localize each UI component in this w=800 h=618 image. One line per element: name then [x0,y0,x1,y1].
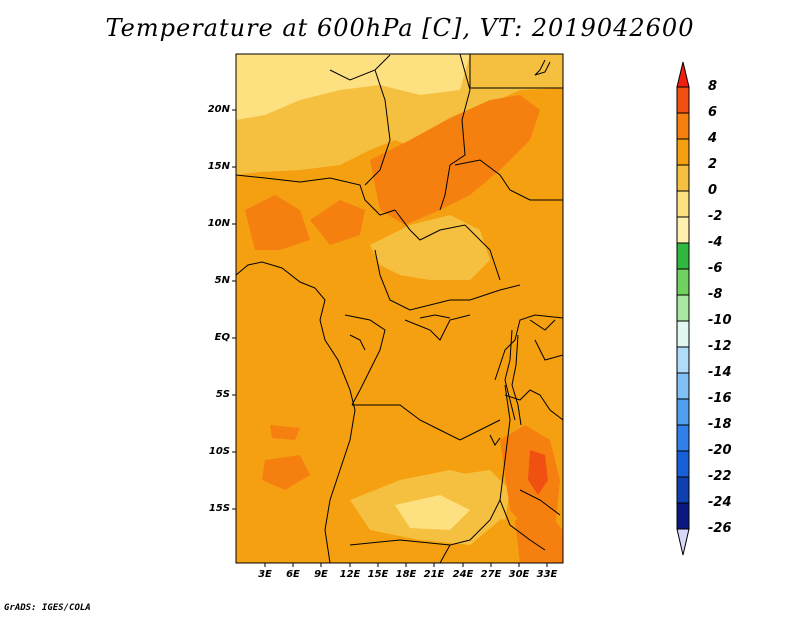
y-tick-label: 10S [208,446,230,457]
y-tick-label: 10N [207,218,230,229]
x-tick-label: 15E [367,569,389,580]
colorbar-label: 4 [708,131,718,146]
colorbar-label: -16 [708,391,732,406]
colorbar-segment [676,320,690,348]
y-tick-label: EQ [214,332,230,343]
x-tick-label: 30E [508,569,530,580]
colorbar-label: 6 [708,105,718,120]
colorbar-segment [676,242,690,270]
colorbar-segment [676,86,690,114]
y-tick-marks [232,109,236,510]
x-tick-marks [264,563,548,567]
field-4-to-6-patch-b [270,425,300,440]
colorbar-label: -24 [708,495,732,510]
colorbar-segment [676,112,690,140]
colorbar-segment [676,372,690,400]
x-tick-label: 33E [536,569,558,580]
colorbar-segment [676,398,690,426]
chart-title: Temperature at 600hPa [C], VT: 201904260… [105,14,695,42]
colorbar-label: -6 [708,261,723,276]
x-tick-label: 12E [339,569,361,580]
colorbar-bottom-arrow [676,528,690,556]
field-neg2-to-0-nw [240,70,330,100]
x-tick-label: 24E [452,569,474,580]
colorbar-segment [676,502,690,530]
field-4-to-6-westafrica [245,195,310,250]
colorbar-label: 0 [708,183,718,198]
map-frame [235,53,564,564]
colorbar-label: -26 [708,521,732,536]
colorbar-segment [676,190,690,218]
field-4-to-6-nigeria [310,200,365,245]
colorbar-label: -2 [708,209,723,224]
colorbar-label: -18 [708,417,732,432]
colorbar-label: -20 [708,443,732,458]
y-tick-label: 15N [207,161,230,172]
x-tick-label: 27E [480,569,502,580]
x-tick-label: 21E [423,569,445,580]
x-tick-label: 9E [314,569,328,580]
colorbar-label: -8 [708,287,723,302]
colorbar-segment [676,216,690,244]
field-4-to-6-coast [515,510,563,563]
colorbar-segment [676,346,690,374]
field-0-to-2-central [370,215,490,280]
colorbar-segment [676,424,690,452]
colorbar-label: -14 [708,365,732,380]
colorbar-label: 2 [708,157,718,172]
colorbar-label: -10 [708,313,732,328]
colorbar-segment [676,450,690,478]
field-neg2-to-0-north [236,54,470,120]
colorbar-label: -22 [708,469,732,484]
y-tick-label: 5S [215,389,230,400]
x-tick-label: 18E [395,569,417,580]
field-6-to-8-cell [528,450,548,495]
colorbar-segment [676,268,690,296]
colorbar-segment [676,476,690,504]
y-tick-label: 15S [208,503,230,514]
country-boundaries [236,54,563,563]
field-4-to-6-patch-a [262,455,310,490]
colorbar [676,61,690,556]
temperature-field [236,54,563,563]
colorbar-segment [676,138,690,166]
credit-text: GrADS: IGES/COLA [4,603,91,613]
x-tick-label: 6E [286,569,300,580]
x-tick-label: 3E [258,569,272,580]
field-4-to-6-sahel [370,95,540,225]
colorbar-label: -12 [708,339,732,354]
colorbar-label: 8 [708,79,718,94]
field-neg2-to-0-south [395,495,470,530]
colorbar-segment [676,294,690,322]
colorbar-segment [676,164,690,192]
colorbar-top-arrow [676,61,690,88]
y-tick-label: 5N [214,275,230,286]
colorbar-label: -4 [708,235,723,250]
y-tick-label: 20N [207,104,230,115]
